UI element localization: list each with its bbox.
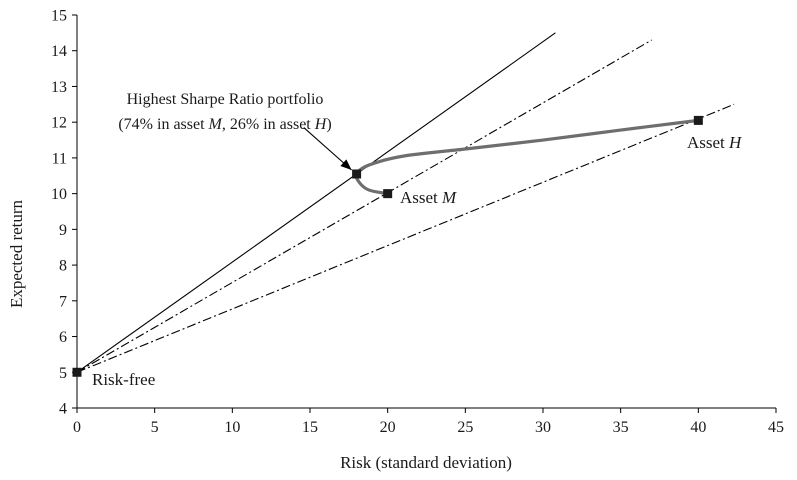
dash-dot-line <box>76 103 735 373</box>
y-axis-title: Expected return <box>7 199 26 308</box>
y-tick-label: 8 <box>59 258 67 275</box>
annotation-line-1: Highest Sharpe Ratio portfolio <box>127 91 324 108</box>
y-tick-label: 10 <box>51 186 67 203</box>
y-tick-label: 5 <box>59 365 67 382</box>
y-tick-label: 11 <box>52 150 67 167</box>
y-tick-label: 12 <box>51 115 67 132</box>
asset-m-label-italic: M <box>441 188 457 207</box>
x-tick-label: 0 <box>73 419 81 436</box>
frontier-curve <box>354 118 700 196</box>
y-tick-label: 6 <box>59 329 67 346</box>
annotation-line-2-b: M <box>208 116 224 133</box>
asset-h-label-italic: H <box>728 133 743 152</box>
dash-dot-line <box>76 39 653 373</box>
y-tick-label: 9 <box>59 222 67 239</box>
risk-free-label: Risk-free <box>92 370 155 389</box>
markers <box>72 115 703 377</box>
efficient-frontier <box>354 118 700 196</box>
x-tick-label: 15 <box>302 419 318 436</box>
x-tick-label: 40 <box>690 419 706 436</box>
x-tick-label: 35 <box>613 419 629 436</box>
annotation-line-2-a: (74% in asset <box>118 116 208 133</box>
asset-h-label: Asset H <box>687 133 743 152</box>
annotation-line-2: (74% in asset M, 26% in asset H) <box>118 116 331 133</box>
y-tick-label: 13 <box>51 79 67 96</box>
y-tick-label: 4 <box>59 401 67 418</box>
annotation-line-2-e: ) <box>326 116 331 133</box>
capital-allocation-line <box>76 32 556 373</box>
annotation-line-2-c: , 26% in asset <box>222 116 315 133</box>
annotation-arrowhead <box>340 159 352 170</box>
sharpe-portfolio-marker <box>352 169 362 179</box>
y-tick-label: 15 <box>51 8 67 25</box>
x-tick-label: 25 <box>457 419 473 436</box>
y-tick-label: 14 <box>51 43 67 60</box>
sharpe-annotation: Highest Sharpe Ratio portfolio (74% in a… <box>118 91 352 171</box>
x-tick-label: 10 <box>224 419 240 436</box>
x-tick-label: 30 <box>535 419 551 436</box>
x-axis-title: Risk (standard deviation) <box>340 453 512 472</box>
reference-lines <box>76 32 735 373</box>
y-tick-label: 7 <box>59 293 67 310</box>
x-tick-label: 45 <box>768 419 784 436</box>
x-tick-label: 5 <box>151 419 159 436</box>
x-tick-label: 20 <box>380 419 396 436</box>
asset-h-marker <box>693 115 703 125</box>
asset-m-marker <box>383 189 393 199</box>
asset-m-label-text: Asset <box>400 188 442 207</box>
asset-h-label-text: Asset <box>687 133 729 152</box>
risk-free-marker <box>72 367 82 377</box>
annotation-line-2-d: H <box>314 116 328 133</box>
asset-m-label: Asset M <box>400 188 457 207</box>
